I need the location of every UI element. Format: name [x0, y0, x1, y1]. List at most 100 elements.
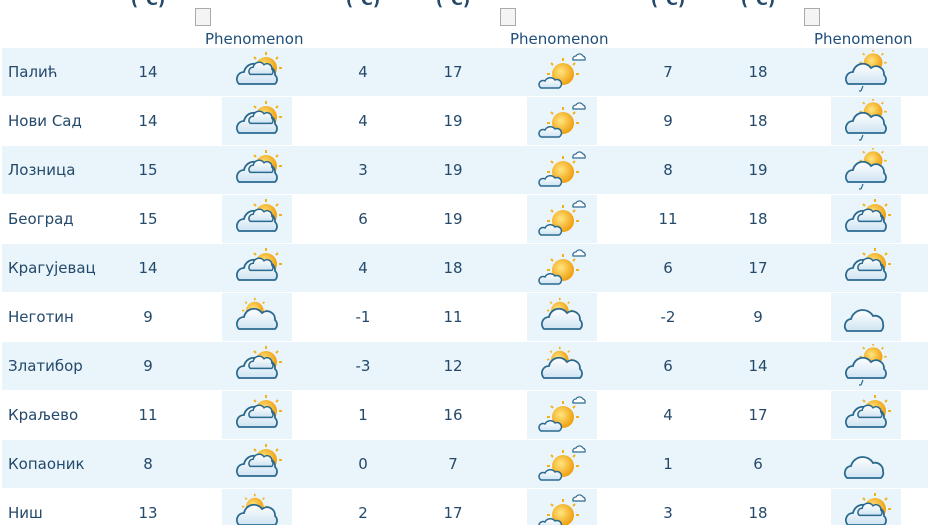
- icon-cell: [831, 342, 901, 390]
- temperature: -3: [355, 357, 371, 375]
- broken-image: [500, 8, 516, 26]
- unit-label: (°C): [628, 0, 708, 9]
- icon-cell: [527, 195, 597, 243]
- temperature: 3: [358, 161, 368, 179]
- temperature: 17: [748, 259, 768, 277]
- temperature: 4: [358, 112, 368, 130]
- temperature: 9: [143, 308, 153, 326]
- temperature: 17: [443, 63, 463, 81]
- table-row: Ниш 13 2 17 3 18: [2, 489, 928, 525]
- icon-cell: [527, 440, 597, 488]
- weather-icon: [537, 50, 587, 96]
- temperature: 9: [753, 308, 763, 326]
- table-row: Краљево 11 1 16 4 17: [2, 391, 928, 439]
- temperature: 11: [443, 308, 463, 326]
- weather-icon: [843, 309, 885, 332]
- weather-icon: [537, 99, 587, 145]
- weather-icon: [232, 393, 282, 439]
- temperature: 19: [443, 210, 463, 228]
- weather-icon: [232, 344, 282, 390]
- city: Лозница: [8, 161, 76, 179]
- weather-icon: [841, 393, 891, 439]
- city: Златибор: [8, 357, 83, 375]
- icon-cell: [527, 146, 597, 194]
- weather-icon: [841, 197, 891, 243]
- city: Ниш: [8, 504, 43, 522]
- weather-icon: [537, 393, 587, 439]
- temperature: 14: [748, 357, 768, 375]
- icon-cell: [222, 293, 292, 341]
- weather-icon: [232, 491, 282, 525]
- temperature: 15: [138, 161, 158, 179]
- temperature: 6: [663, 357, 673, 375]
- temperature: 6: [663, 259, 673, 277]
- table-row: Неготин 9 -1 11 -2 9: [2, 293, 928, 341]
- table-row: Лозница 15 3 19 8 19: [2, 146, 928, 194]
- icon-cell: [527, 48, 597, 96]
- temperature: 6: [358, 210, 368, 228]
- phenomenon-label: Phenomenon: [510, 30, 609, 48]
- icon-cell: [831, 391, 901, 439]
- table-row: Нови Сад 14 4 19 9 18: [2, 97, 928, 145]
- weather-icon: [537, 295, 587, 341]
- temperature: 19: [748, 161, 768, 179]
- weather-icon: [232, 197, 282, 243]
- icon-cell: [831, 48, 901, 96]
- weather-icon: [841, 99, 891, 145]
- temperature: 12: [443, 357, 463, 375]
- weather-icon: [232, 50, 282, 96]
- icon-cell: [831, 195, 901, 243]
- weather-icon: [537, 246, 587, 292]
- city: Копаоник: [8, 455, 85, 473]
- temperature: 1: [663, 455, 673, 473]
- unit-label: (°C): [718, 0, 798, 9]
- temperature: 18: [748, 63, 768, 81]
- city: Палић: [8, 63, 58, 81]
- icon-cell: [222, 440, 292, 488]
- icon-cell: [831, 440, 901, 488]
- weather-icon: [537, 344, 587, 390]
- phenomenon-label: Phenomenon: [814, 30, 913, 48]
- icon-cell: [527, 489, 597, 525]
- icon-cell: [527, 342, 597, 390]
- phenomenon-label: Phenomenon: [205, 30, 304, 48]
- temperature: 4: [663, 406, 673, 424]
- temperature: 13: [138, 504, 158, 522]
- table-row: Београд 15 6 19 11 18: [2, 195, 928, 243]
- weather-icon: [537, 491, 587, 525]
- temperature: 8: [663, 161, 673, 179]
- table-row: Златибор 9 -3 12 6 14: [2, 342, 928, 390]
- temperature: 9: [143, 357, 153, 375]
- icon-cell: [831, 97, 901, 145]
- temperature: 4: [358, 63, 368, 81]
- city: Неготин: [8, 308, 74, 326]
- icon-cell: [527, 391, 597, 439]
- temperature: 8: [143, 455, 153, 473]
- icon-cell: [222, 244, 292, 292]
- city: Београд: [8, 210, 74, 228]
- city: Крагујевац: [8, 259, 96, 277]
- table-row: Копаоник 8 0 7 1 6: [2, 440, 928, 488]
- icon-cell: [831, 146, 901, 194]
- temperature: 14: [138, 63, 158, 81]
- temperature: 2: [358, 504, 368, 522]
- temperature: -1: [355, 308, 371, 326]
- temperature: 18: [748, 210, 768, 228]
- temperature: 19: [443, 112, 463, 130]
- table-row: Палић 14 4 17 7 18: [2, 48, 928, 96]
- temperature: 19: [443, 161, 463, 179]
- city: Краљево: [8, 406, 79, 424]
- icon-cell: [527, 97, 597, 145]
- broken-image: [804, 8, 820, 26]
- weather-icon: [841, 148, 891, 194]
- broken-image: [195, 8, 211, 26]
- weather-icon: [843, 456, 885, 479]
- weather-icon: [841, 344, 891, 390]
- icon-cell: [222, 195, 292, 243]
- icon-cell: [527, 293, 597, 341]
- temperature: 11: [658, 210, 678, 228]
- unit-label: (°C): [413, 0, 493, 9]
- icon-cell: [222, 489, 292, 525]
- icon-cell: [831, 244, 901, 292]
